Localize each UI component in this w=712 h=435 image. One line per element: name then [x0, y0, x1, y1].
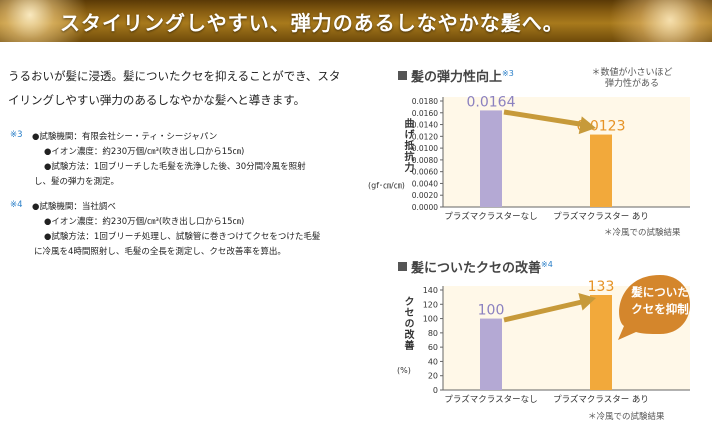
note-line: ●試験方法：1回ブリーチ処理し、試験管に巻きつけてクセをつけた毛髪 [44, 232, 321, 242]
note-line: ●試験機関：有限会社シー・ティ・シージャパン [32, 132, 218, 142]
y-tick-label: 0.0120 [412, 132, 438, 141]
chart1-foot-note: ＊冷風での試験結果 [604, 228, 681, 238]
trend-arrow-head [578, 292, 596, 311]
chart2-title: 髪についたクセの改善※4 [398, 257, 553, 276]
note-line: ●試験機関：当社調べ [32, 202, 116, 212]
side-note-line: 弾力性がある [604, 79, 659, 89]
note-mark: ※3 [10, 130, 23, 140]
banner-title: スタイリングしやすい、弾力のあるしなやかな髪へ。 [60, 11, 564, 35]
y-tick-label: 0.0020 [412, 191, 438, 200]
chart1-yunit: (gf･㎝/㎝) [368, 181, 405, 190]
note-3: ※3 ●試験機関：有限会社シー・ティ・シージャパン ●イオン濃度：約230万個/… [10, 130, 340, 190]
trend-arrow-head [578, 116, 596, 135]
y-tick-label: 140 [423, 286, 438, 295]
intro-line: イリングしやすい弾力のあるしなやかな髪へと導きます。 [8, 93, 306, 107]
note-line: し、髪の弾力を測定。 [34, 177, 120, 187]
speech-bubble [618, 275, 690, 340]
chart2-title-ref: ※4 [541, 260, 553, 269]
bar [590, 134, 612, 207]
y-tick-label: 100 [423, 315, 438, 324]
bubble-text: 髪についた クセを抑制 [623, 284, 697, 318]
y-tick-label: 0.0040 [412, 179, 438, 188]
chart1-ylabel: 曲げ抵抗力 [402, 118, 413, 173]
note-line: ●イオン濃度：約230万個/㎝³(吹き出し口から15㎝) [44, 217, 245, 227]
bubble-line: クセを抑制 [631, 302, 689, 316]
header-banner: スタイリングしやすい、弾力のあるしなやかな髪へ。 [0, 0, 712, 42]
chart2-foot-note: ＊冷風での試験結果 [588, 412, 665, 422]
square-icon [398, 262, 407, 271]
test-notes: ※3 ●試験機関：有限会社シー・ティ・シージャパン ●イオン濃度：約230万個/… [10, 130, 340, 270]
y-tick-label: 80 [428, 329, 438, 338]
y-tick-label: 0.0000 [412, 203, 438, 212]
y-tick-label: 0.0080 [412, 156, 438, 165]
chart1-title-ref: ※3 [502, 69, 514, 78]
sparkle-glow [600, 0, 712, 42]
y-tick-label: 60 [428, 343, 438, 352]
note-4: ※4 ●試験機関：当社調べ ●イオン濃度：約230万個/㎝³(吹き出し口から15… [10, 200, 340, 260]
x-category-label: プラズマクラスター あり [553, 211, 649, 222]
chart1-title-text: 髪の弾力性向上 [411, 70, 503, 85]
y-tick-label: 20 [428, 372, 438, 381]
y-tick-label: 0.0100 [412, 144, 438, 153]
chart1-title: 髪の弾力性向上※3 [398, 66, 514, 85]
y-tick-label: 120 [423, 300, 438, 309]
chart2-title-text: 髪についたクセの改善 [411, 261, 542, 276]
y-tick-label: 0.0060 [412, 168, 438, 177]
note-line: ●試験方法：1回ブリーチした毛髪を洗浄した後、30分間冷風を照射 [44, 162, 306, 172]
x-category-label: プラズマクラスターなし [444, 394, 537, 405]
intro-text: うるおいが髪に浸透。髪についたクセを抑えることができ、スタ イリングしやすい弾力… [8, 64, 343, 112]
intro-line: うるおいが髪に浸透。髪についたクセを抑えることができ、スタ [8, 69, 341, 83]
bubble-line: 髪についた [631, 285, 689, 299]
y-tick-label: 0.0160 [412, 109, 438, 118]
y-tick-label: 0.0180 [412, 97, 438, 106]
data-label: 100 [478, 303, 505, 319]
y-tick-label: 0.0140 [412, 121, 438, 130]
x-category-label: プラズマクラスターなし [444, 211, 537, 222]
square-icon [398, 71, 407, 80]
note-mark: ※4 [10, 200, 23, 210]
chart2-yunit: (%) [397, 366, 411, 375]
trend-arrow-shaft [503, 109, 587, 128]
x-category-label: プラズマクラスター あり [553, 394, 649, 405]
chart2-ylabel: クセの改善 [402, 296, 413, 351]
trend-arrow-shaft [503, 298, 587, 323]
side-note-line: ＊数値が小さいほど [591, 68, 673, 78]
note-line: に冷風を4時間照射し、毛髪の全長を測定し、クセ改善率を算出。 [34, 247, 286, 257]
sparkle-glow [0, 0, 90, 42]
chart1-side-note: ＊数値が小さいほど 弾力性がある [572, 68, 692, 90]
note-line: ●イオン濃度：約230万個/㎝³(吹き出し口から15㎝) [44, 147, 245, 157]
y-tick-label: 0 [433, 386, 438, 395]
bar [480, 110, 502, 207]
bar [590, 295, 612, 390]
bar [480, 318, 502, 390]
y-tick-label: 40 [428, 357, 438, 366]
data-label: 133 [588, 279, 615, 295]
data-label: 0.0164 [467, 94, 516, 110]
